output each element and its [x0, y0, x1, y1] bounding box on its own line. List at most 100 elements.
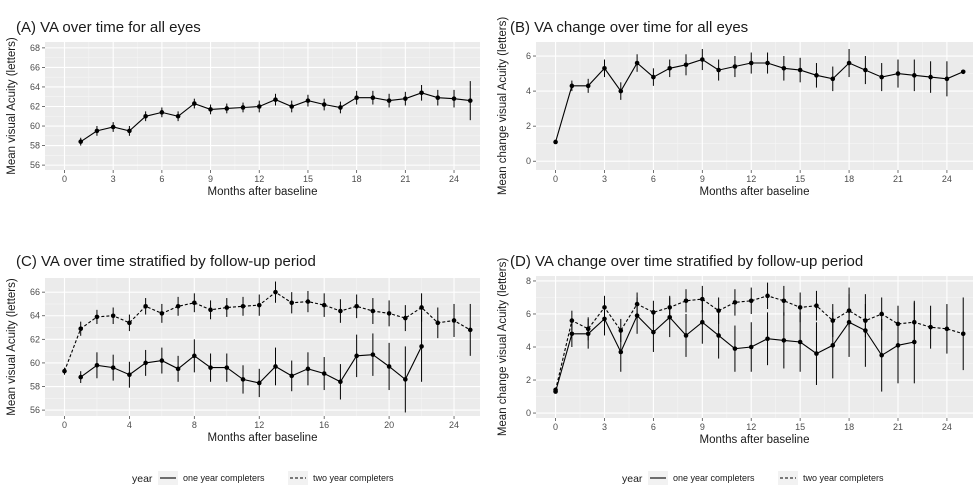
data-point: [618, 328, 624, 333]
y-tick-label: 58: [30, 382, 40, 392]
data-point: [830, 76, 836, 82]
y-axis-label: Mean visual Acuity (letters): [6, 278, 18, 416]
data-point: [585, 83, 591, 89]
x-tick-label: 9: [700, 174, 705, 184]
data-point: [863, 67, 868, 73]
data-point: [667, 305, 673, 310]
data-point: [814, 303, 819, 309]
data-point: [748, 60, 754, 66]
x-tick-label: 12: [746, 174, 756, 184]
data-point: [338, 105, 343, 110]
y-tick-label: 0: [526, 408, 531, 418]
data-point: [224, 106, 230, 111]
y-axis-label: Mean change visual Acuity (letters): [497, 17, 509, 196]
data-point: [354, 304, 359, 309]
plot-background: [536, 42, 973, 170]
series-two-year: [553, 282, 966, 393]
data-point: [240, 304, 246, 309]
data-point: [553, 387, 558, 393]
series-two-year: [62, 281, 473, 375]
data-point: [683, 333, 689, 338]
data-point: [273, 289, 278, 295]
data-point: [618, 88, 624, 94]
data-point: [94, 128, 100, 134]
data-point: [78, 139, 84, 144]
x-tick-label: 15: [303, 174, 313, 184]
data-point: [94, 314, 100, 320]
x-tick-label: 24: [942, 422, 952, 432]
data-point: [683, 62, 689, 68]
x-tick-label: 12: [746, 422, 756, 432]
data-point: [305, 299, 311, 304]
data-point: [781, 338, 787, 343]
data-point: [732, 300, 738, 305]
x-tick-label: 0: [62, 174, 67, 184]
data-point: [765, 293, 770, 299]
data-point: [732, 346, 738, 351]
y-tick-label: 64: [30, 82, 40, 92]
data-point: [127, 128, 132, 134]
data-point: [370, 95, 376, 100]
data-point: [321, 102, 327, 107]
x-tick-label: 21: [893, 422, 903, 432]
data-point: [192, 300, 197, 306]
x-tick-label: 18: [352, 174, 362, 184]
data-point: [467, 98, 473, 103]
data-point: [569, 83, 575, 89]
data-point: [403, 96, 408, 101]
data-point: [960, 69, 966, 75]
data-point: [78, 374, 84, 380]
y-tick-label: 4: [526, 342, 531, 352]
data-point: [110, 124, 116, 130]
data-point: [944, 76, 950, 82]
data-point: [224, 365, 230, 370]
y-tick-label: 68: [30, 43, 40, 53]
data-point: [748, 344, 754, 350]
chart-title: (D) VA change over time stratified by fo…: [510, 253, 863, 270]
chart-panel-a: 0 3 6 9 12 15 18 21 24 56 58 60 62 64 66 68 (A) VA over …: [6, 19, 480, 198]
data-point: [618, 349, 624, 355]
y-tick-label: 8: [526, 276, 531, 286]
x-axis-label: Months after baseline: [208, 186, 318, 198]
data-point: [700, 319, 705, 325]
data-point: [716, 308, 721, 313]
data-point: [797, 339, 803, 345]
plot-background: [45, 278, 480, 416]
data-point: [814, 351, 819, 356]
data-point: [338, 379, 343, 385]
data-point: [960, 331, 966, 337]
y-tick-label: 66: [30, 287, 40, 297]
data-point: [569, 331, 575, 337]
data-point: [814, 73, 819, 78]
x-tick-label: 12: [254, 420, 264, 430]
data-point: [175, 113, 181, 119]
data-point: [159, 110, 165, 115]
chart-title: (C) VA over time stratified by follow-up…: [16, 253, 316, 270]
data-point: [240, 105, 246, 110]
x-tick-label: 8: [192, 420, 197, 430]
data-point: [569, 318, 575, 323]
x-tick-label: 0: [62, 420, 67, 430]
data-point: [928, 324, 933, 330]
series-line: [555, 295, 964, 391]
data-point: [110, 365, 116, 370]
y-tick-label: 62: [30, 334, 40, 344]
data-point: [386, 311, 392, 316]
series-one-year: [78, 311, 424, 413]
data-point: [419, 305, 424, 310]
data-point: [602, 305, 607, 310]
data-point: [143, 304, 148, 309]
data-point: [451, 96, 457, 101]
x-tick-label: 21: [400, 174, 410, 184]
x-tick-label: 16: [319, 420, 329, 430]
x-axis-label: Months after baseline: [700, 186, 810, 198]
data-point: [467, 327, 473, 333]
data-point: [895, 321, 901, 327]
data-point: [354, 353, 359, 359]
data-point: [781, 66, 787, 71]
data-point: [159, 358, 165, 363]
data-point: [634, 301, 640, 307]
data-point: [175, 366, 181, 372]
data-point: [370, 352, 376, 357]
